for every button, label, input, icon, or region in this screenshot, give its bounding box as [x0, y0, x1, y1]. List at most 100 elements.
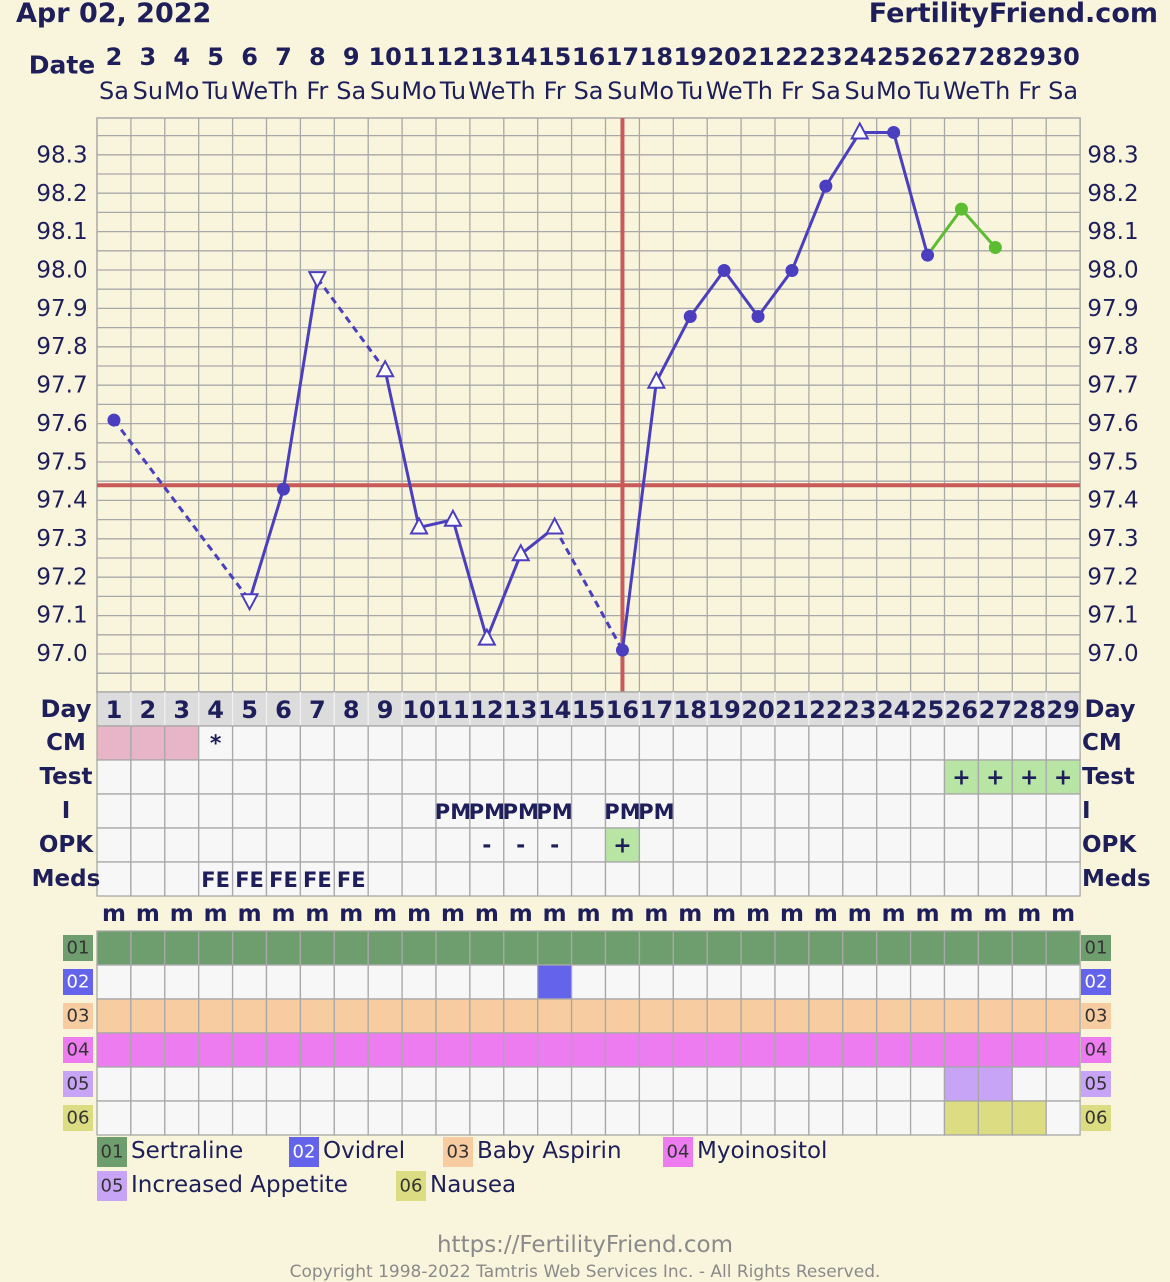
i-cell: [876, 793, 912, 829]
category-cell: [1045, 930, 1081, 966]
category-code: 02: [67, 972, 90, 993]
date-label: 8: [309, 43, 326, 71]
temp-segment: [655, 315, 692, 383]
category-cell: [909, 1100, 946, 1136]
category-cell: [706, 930, 742, 966]
category-code: 06: [67, 1108, 90, 1129]
m-label: m: [373, 901, 397, 927]
category-cell: [130, 1100, 166, 1136]
m-label: m: [1051, 901, 1075, 927]
opk-cell: [808, 827, 844, 863]
date-label: 2: [106, 43, 123, 71]
y-tick-right: 97.8: [1087, 334, 1138, 360]
category-code-badge: [63, 935, 93, 961]
test-cell: [774, 759, 810, 795]
category-code-badge-right: [1081, 1071, 1111, 1097]
category-cell: [774, 964, 810, 1000]
weekday-label: Tu: [439, 77, 466, 105]
category-cell: [469, 998, 505, 1034]
weekday-label: We: [943, 77, 980, 105]
date-label: 11: [402, 43, 435, 71]
date-label: 13: [470, 43, 503, 71]
date-label: 21: [741, 43, 774, 71]
test-cell: [570, 759, 607, 795]
category-cell: [774, 1100, 810, 1136]
weekday-label: Fr: [781, 77, 803, 105]
legend-code: 03: [447, 1142, 470, 1163]
date-label: 14: [504, 43, 537, 71]
i-row-label: I: [62, 798, 71, 824]
meds-cell: [401, 861, 437, 897]
meds-cell: [130, 861, 166, 897]
category-cell: [130, 1066, 166, 1102]
y-tick-right: 97.0: [1087, 641, 1138, 667]
date-label: 12: [436, 43, 469, 71]
m-label: m: [644, 901, 668, 927]
category-cell: [808, 1100, 844, 1136]
temp-point: [646, 370, 667, 389]
category-cell: [943, 964, 980, 1000]
opk-cell: [638, 827, 674, 863]
cm-cell: [333, 725, 369, 761]
category-cell: [401, 998, 437, 1034]
category-cell: [265, 930, 302, 966]
cm-cell: [570, 725, 607, 761]
meds-value: FE: [337, 868, 366, 892]
category-cell: [1011, 1032, 1047, 1068]
meds-cell: [842, 861, 878, 897]
date-label: 7: [275, 43, 292, 71]
m-label: m: [102, 901, 126, 927]
weekday-label: Su: [370, 77, 400, 105]
cycle-day-label: 21: [775, 696, 808, 724]
category-cell: [604, 998, 641, 1034]
weekday-label: Mo: [401, 77, 436, 105]
cycle-day-label: 13: [504, 696, 537, 724]
test-cell: [130, 759, 166, 795]
legend-swatch: [97, 1137, 127, 1167]
category-cell: [401, 1066, 437, 1102]
i-value: PM: [537, 800, 573, 824]
category-cell: [367, 1100, 403, 1136]
m-label: m: [577, 901, 601, 927]
weekday-label: Fr: [306, 77, 328, 105]
category-cell: [1045, 998, 1081, 1034]
category-cell: [435, 930, 471, 966]
meds-value: FE: [201, 868, 230, 892]
brand-name[interactable]: FertilityFriend.com: [868, 0, 1158, 29]
category-code: 03: [67, 1006, 90, 1027]
cm-cell: [909, 725, 946, 761]
category-code-badge: [63, 969, 93, 995]
weekday-label: Sa: [1048, 77, 1078, 105]
category-cell: [570, 964, 607, 1000]
temp-point: [443, 508, 463, 527]
cycle-day-label: 6: [275, 696, 292, 724]
y-tick-right: 97.9: [1087, 296, 1138, 322]
category-cell: [1011, 964, 1047, 1000]
test-row-label: Test: [40, 764, 93, 790]
temp-segment: [281, 277, 319, 490]
opk-row-label: OPK: [39, 832, 94, 858]
y-tick-left: 97.9: [36, 296, 87, 322]
category-cell: [876, 1100, 912, 1136]
cycle-day-label: 20: [741, 696, 774, 724]
meds-cell: [1045, 861, 1081, 897]
meds-cell: [740, 861, 776, 897]
temp-point: [751, 310, 765, 324]
category-cell: [96, 1032, 132, 1068]
temp-point: [988, 240, 1002, 254]
m-label: m: [1017, 901, 1041, 927]
opk-cell: [672, 827, 708, 863]
category-cell: [808, 1066, 844, 1102]
legend-code: 05: [101, 1176, 124, 1197]
footer-url[interactable]: https://FertilityFriend.com: [436, 1232, 733, 1258]
weekday-label: Th: [742, 77, 773, 105]
test-cell: [265, 759, 302, 795]
meds-cell: [299, 861, 335, 897]
weekday-label: Sa: [574, 77, 604, 105]
y-tick-left: 98.0: [36, 258, 87, 284]
category-cell: [503, 998, 539, 1034]
category-cell: [1011, 1066, 1047, 1102]
i-cell: [774, 793, 810, 829]
m-label: m: [170, 901, 194, 927]
category-cell: [130, 998, 166, 1034]
